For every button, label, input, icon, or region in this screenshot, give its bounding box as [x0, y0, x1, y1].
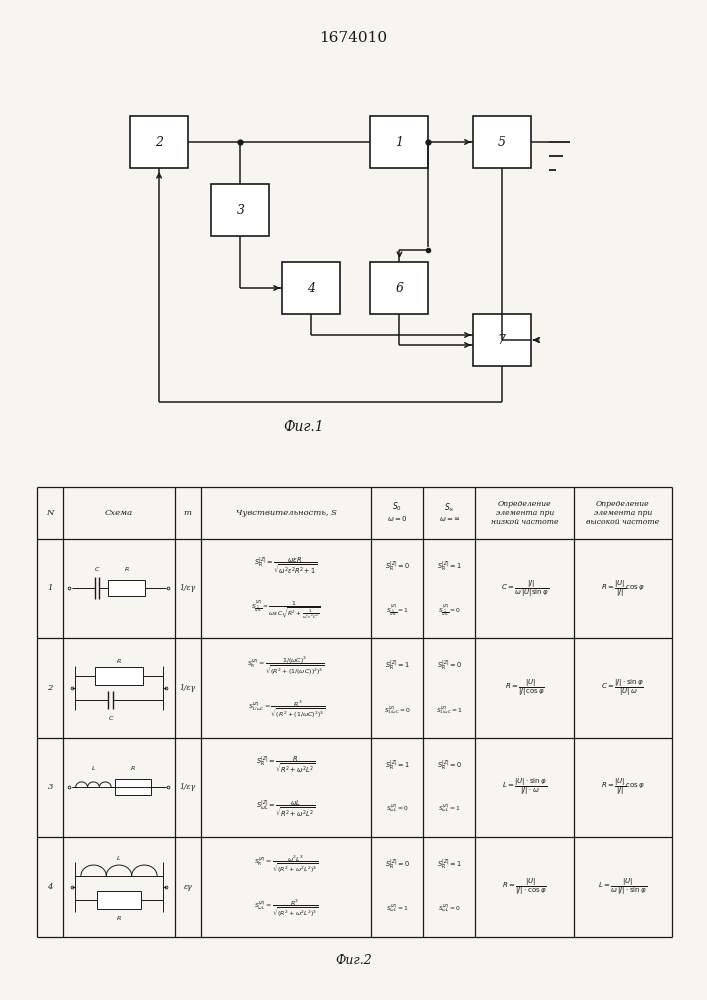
Text: $S_{\omega L}^{|Z|}=1$: $S_{\omega L}^{|Z|}=1$ — [386, 903, 409, 915]
Text: $S_0$: $S_0$ — [392, 501, 402, 513]
Text: 1: 1 — [47, 584, 53, 592]
Text: $L=\dfrac{|U|\cdot\sin\varphi}{|J|\cdot\omega}$: $L=\dfrac{|U|\cdot\sin\varphi}{|J|\cdot\… — [502, 777, 547, 797]
Text: $S_{\frac{1}{\omega\varepsilon C}}^{|Z|}=\dfrac{1}{\omega\varepsilon C\sqrt{R^2+: $S_{\frac{1}{\omega\varepsilon C}}^{|Z|}… — [251, 600, 321, 621]
Bar — [370, 262, 428, 314]
Bar — [130, 116, 188, 168]
Bar — [473, 314, 531, 366]
Text: 3: 3 — [47, 783, 53, 791]
Text: $S_R^{|Z|}=0$: $S_R^{|Z|}=0$ — [385, 559, 410, 574]
Text: m: m — [184, 509, 192, 517]
Text: $R=\dfrac{|U|}{|J|\cos\varphi}$: $R=\dfrac{|U|}{|J|\cos\varphi}$ — [505, 678, 544, 698]
Text: N: N — [47, 509, 54, 517]
Text: $S_R^{|Z|}=1$: $S_R^{|Z|}=1$ — [437, 858, 462, 872]
Text: 1/εγ: 1/εγ — [180, 783, 196, 791]
Text: Чувствительность, S: Чувствительность, S — [236, 509, 337, 517]
Text: $S_{1/\omega C}^{|Z|}=\dfrac{R^3}{\sqrt{(R^2+(1/\omega C)^2)^3}}$: $S_{1/\omega C}^{|Z|}=\dfrac{R^3}{\sqrt{… — [247, 700, 325, 720]
Text: R: R — [117, 659, 121, 664]
Text: 6: 6 — [395, 282, 404, 294]
Text: εγ: εγ — [184, 883, 192, 891]
Text: L: L — [117, 856, 121, 861]
Text: $S_{\frac{1}{\omega\varepsilon C}}^{|Z|}=0$: $S_{\frac{1}{\omega\varepsilon C}}^{|Z|}… — [438, 603, 461, 618]
Text: Схема: Схема — [105, 509, 133, 517]
Text: $S_R^{|Z|}=0$: $S_R^{|Z|}=0$ — [437, 659, 462, 673]
Text: 4: 4 — [47, 883, 53, 891]
Text: $R=\dfrac{|U|}{|J|}\cos\varphi$: $R=\dfrac{|U|}{|J|}\cos\varphi$ — [601, 578, 645, 599]
Text: 2: 2 — [47, 684, 53, 692]
Text: 2: 2 — [155, 135, 163, 148]
Text: C: C — [95, 567, 99, 572]
Text: $C=\dfrac{|J|}{\omega\,|U|\sin\varphi}$: $C=\dfrac{|J|}{\omega\,|U|\sin\varphi}$ — [501, 578, 549, 599]
Text: $C=\dfrac{|J|\cdot\sin\varphi}{|U|\,\omega}$: $C=\dfrac{|J|\cdot\sin\varphi}{|U|\,\ome… — [601, 678, 644, 698]
Text: $S_R^{|Z|}=1$: $S_R^{|Z|}=1$ — [385, 758, 410, 773]
Text: $\omega{=}\infty$: $\omega{=}\infty$ — [438, 515, 460, 523]
Bar — [76, 786, 111, 788]
Text: $S_{\omega L}^{|Z|}=\dfrac{R^3}{\sqrt{(R^2+\omega^2 L^2)^3}}$: $S_{\omega L}^{|Z|}=\dfrac{R^3}{\sqrt{(R… — [254, 899, 318, 919]
Bar — [211, 184, 269, 236]
Text: C: C — [109, 716, 113, 721]
Text: Определение
элемента при
высокой частоте: Определение элемента при высокой частоте — [586, 500, 660, 526]
Text: $S_R^{|Z|}=\dfrac{\omega^2 L^3}{\sqrt{(R^2+\omega^2 L^2)^3}}$: $S_R^{|Z|}=\dfrac{\omega^2 L^3}{\sqrt{(R… — [254, 855, 318, 875]
Text: 5: 5 — [498, 135, 506, 148]
Text: R: R — [131, 766, 135, 771]
Text: $S_R^{|Z|}=0$: $S_R^{|Z|}=0$ — [385, 858, 410, 872]
Text: 3: 3 — [236, 204, 245, 217]
Text: $S_{1/\omega C}^{|Z|}=0$: $S_{1/\omega C}^{|Z|}=0$ — [384, 704, 411, 716]
Text: 1/εγ: 1/εγ — [180, 584, 196, 592]
Text: $S_{\omega L}^{|Z|}=0$: $S_{\omega L}^{|Z|}=0$ — [438, 903, 461, 915]
Bar — [282, 262, 340, 314]
Text: $S_{\frac{1}{\omega\varepsilon C}}^{|Z|}=1$: $S_{\frac{1}{\omega\varepsilon C}}^{|Z|}… — [386, 603, 409, 618]
Text: $S_{\omega L}^{|Z|}=1$: $S_{\omega L}^{|Z|}=1$ — [438, 803, 461, 815]
Text: $S_R^{|Z|}=0$: $S_R^{|Z|}=0$ — [437, 758, 462, 773]
Text: 1: 1 — [395, 135, 404, 148]
Text: $S_R^{|Z|}=\dfrac{R}{\sqrt{R^2+\omega^2 L^2}}$: $S_R^{|Z|}=\dfrac{R}{\sqrt{R^2+\omega^2 … — [257, 755, 316, 776]
Text: 4: 4 — [307, 282, 315, 294]
Bar — [108, 580, 145, 596]
Text: $S_R^{|Z|}=\dfrac{\omega\varepsilon R}{\sqrt{\omega^2\varepsilon^2 R^2+1}}$: $S_R^{|Z|}=\dfrac{\omega\varepsilon R}{\… — [255, 556, 318, 577]
Text: $S_{\omega L}^{|Z|}=\dfrac{\omega L}{\sqrt{R^2+\omega^2 L^2}}$: $S_{\omega L}^{|Z|}=\dfrac{\omega L}{\sq… — [257, 799, 316, 820]
Text: R: R — [117, 916, 121, 921]
Text: 7: 7 — [498, 334, 506, 347]
Text: Фиг.2: Фиг.2 — [335, 954, 372, 966]
Text: $S_R^{|Z|}=1$: $S_R^{|Z|}=1$ — [385, 659, 410, 673]
Text: L: L — [92, 766, 95, 771]
Text: $L=\dfrac{|U|}{\omega\,|J|\cdot\sin\varphi}$: $L=\dfrac{|U|}{\omega\,|J|\cdot\sin\varp… — [598, 877, 648, 897]
Bar — [370, 116, 428, 168]
Text: 1/εγ: 1/εγ — [180, 684, 196, 692]
Text: $\omega{=}0$: $\omega{=}0$ — [387, 514, 408, 523]
Text: $R=\dfrac{|U|}{|J|\cdot\cos\varphi}$: $R=\dfrac{|U|}{|J|\cdot\cos\varphi}$ — [502, 877, 547, 897]
Bar — [115, 779, 151, 795]
Bar — [95, 667, 144, 685]
Text: $S_R^{|Z|}=1$: $S_R^{|Z|}=1$ — [437, 559, 462, 574]
Bar — [473, 116, 531, 168]
Text: $S_{\infty}$: $S_{\infty}$ — [444, 501, 455, 513]
Text: Фиг.1: Фиг.1 — [284, 420, 325, 434]
Text: Определение
элемента при
низкой частоте: Определение элемента при низкой частоте — [491, 500, 559, 526]
Bar — [74, 875, 163, 877]
Text: $S_{\omega L}^{|Z|}=0$: $S_{\omega L}^{|Z|}=0$ — [386, 803, 409, 815]
Text: $S_R^{|Z|}=\dfrac{1/(\omega C)^3}{\sqrt{(R^2+(1/(\omega C))^2)^3}}$: $S_R^{|Z|}=\dfrac{1/(\omega C)^3}{\sqrt{… — [247, 655, 325, 677]
Text: $R=\dfrac{|U|}{|J|}\cos\varphi$: $R=\dfrac{|U|}{|J|}\cos\varphi$ — [601, 777, 645, 797]
Text: 1674010: 1674010 — [320, 31, 387, 45]
Bar — [97, 891, 141, 909]
Text: R: R — [124, 567, 129, 572]
Text: $S_{1/\omega C}^{|Z|}=1$: $S_{1/\omega C}^{|Z|}=1$ — [436, 704, 463, 716]
